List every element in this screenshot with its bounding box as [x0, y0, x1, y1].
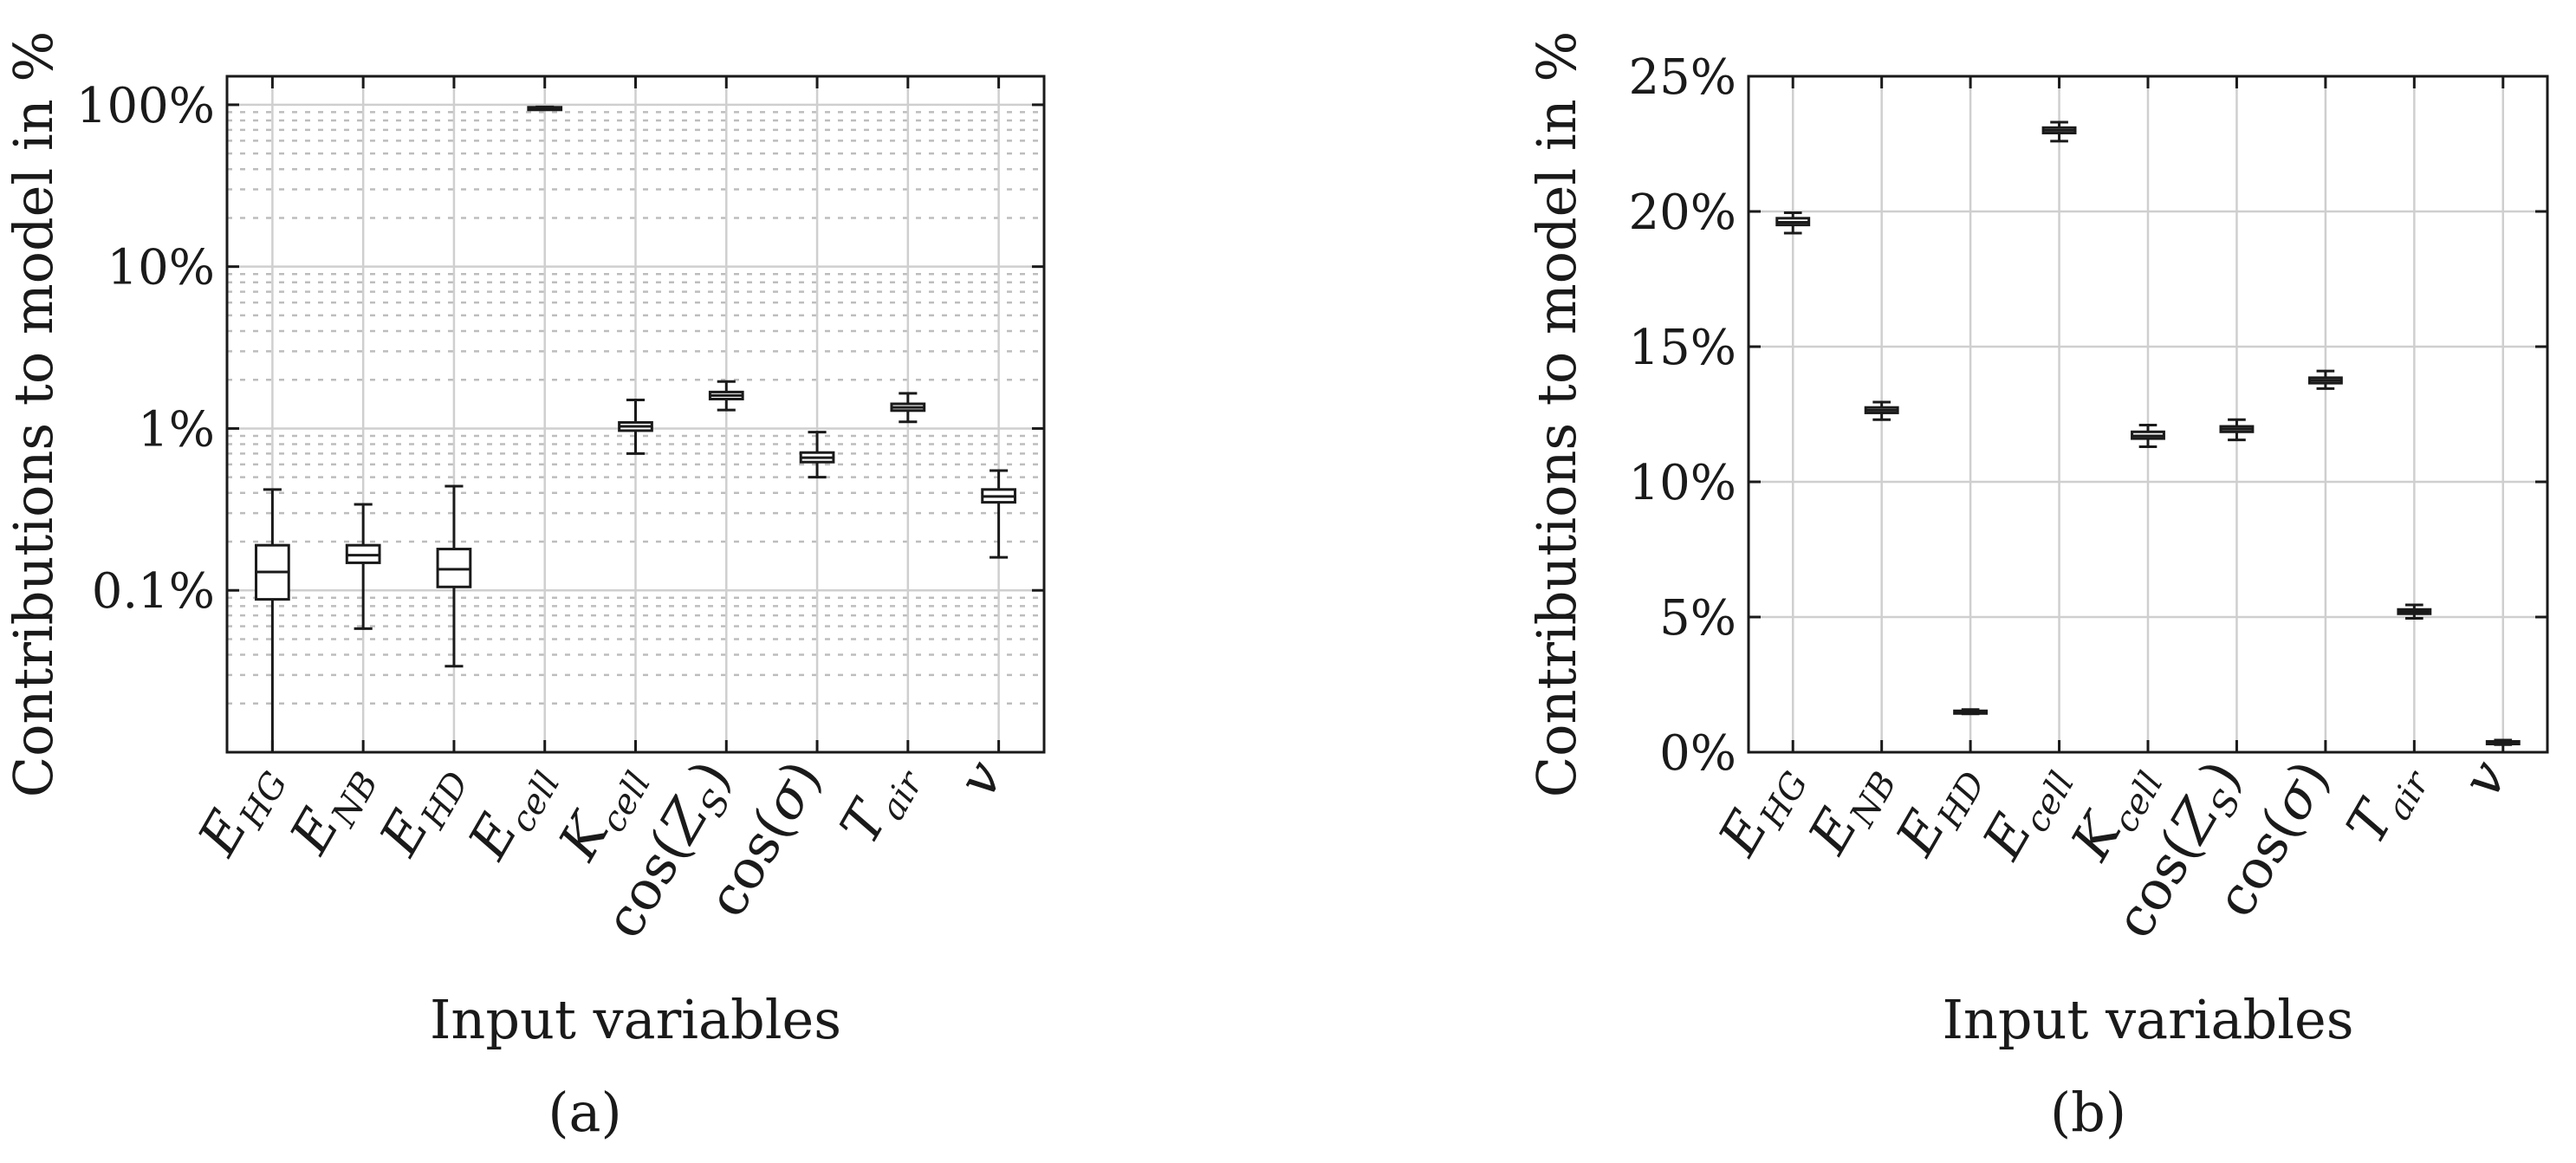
x-tick-label: Ecell — [456, 750, 568, 874]
y-axis-label: Contributions to model in % — [2, 31, 65, 798]
cat-base: v — [945, 750, 1015, 808]
box-2 — [345, 503, 381, 630]
box-5 — [618, 399, 653, 455]
x-tick-label: EHD — [367, 750, 477, 870]
y-tick-label: 25% — [1629, 49, 1736, 106]
box-3 — [436, 484, 472, 668]
y-tick-label: 10% — [1629, 455, 1736, 511]
x-tick-label: v — [2449, 750, 2520, 808]
x-tick-label: ENB — [277, 750, 386, 868]
y-tick-label: 0.1% — [92, 563, 215, 620]
y-tick-label: 10% — [107, 240, 215, 296]
x-axis-label: Input variables — [1942, 988, 2353, 1051]
box-8 — [890, 392, 926, 424]
box-7 — [2307, 369, 2343, 390]
y-tick-label: 1% — [138, 401, 215, 458]
panel-label: (a) — [548, 1081, 621, 1144]
y-tick-label: 20% — [1629, 185, 1736, 241]
box-4 — [527, 105, 563, 112]
x-tick-label: Tair — [2334, 748, 2439, 859]
x-axis-label: Input variables — [430, 988, 841, 1051]
y-tick-label: 100% — [76, 78, 215, 134]
box-1 — [1775, 211, 1811, 235]
x-tick-label: v — [945, 750, 1015, 808]
grid — [1749, 75, 2547, 754]
y-tick-label: 5% — [1659, 590, 1736, 646]
box-9 — [981, 469, 1016, 559]
box-2 — [1864, 400, 1899, 421]
box-6 — [708, 380, 744, 412]
y-axis-label: Contributions to model in % — [1525, 31, 1588, 798]
box-8 — [2397, 603, 2432, 620]
x-tick-label: Ecell — [1969, 750, 2082, 874]
y-tick-label: 15% — [1629, 320, 1736, 376]
x-tick-label: EHD — [1883, 750, 1994, 870]
box-6 — [2219, 418, 2255, 442]
x-tick-label: ENB — [1795, 750, 1904, 868]
y-tick-label: 0% — [1659, 725, 1736, 782]
x-tick-label: Tair — [827, 748, 932, 859]
cat-base: v — [2449, 750, 2520, 808]
box-9 — [2485, 738, 2521, 746]
box-7 — [799, 431, 835, 479]
panel-label: (b) — [2050, 1081, 2126, 1144]
panel-a: 0.1%1%10%100%EHGENBEHDEcellKcellcos(ZS)c… — [2, 31, 1046, 1144]
box-5 — [2131, 423, 2165, 448]
y-axis-ticks: 0% 5% 10% 15% 20% 25% — [1629, 49, 2547, 782]
box-3 — [1953, 708, 1989, 716]
box-1 — [255, 488, 290, 754]
box-4 — [2041, 120, 2077, 143]
panel-b: 0%5%10%15%20%25%EHGENBEHDEcellKcellcos(Z… — [1525, 31, 2549, 1144]
y-axis-ticks: 0.1% 1% 10% 100% — [76, 78, 1044, 620]
x-tick-label: EHG — [185, 750, 296, 870]
